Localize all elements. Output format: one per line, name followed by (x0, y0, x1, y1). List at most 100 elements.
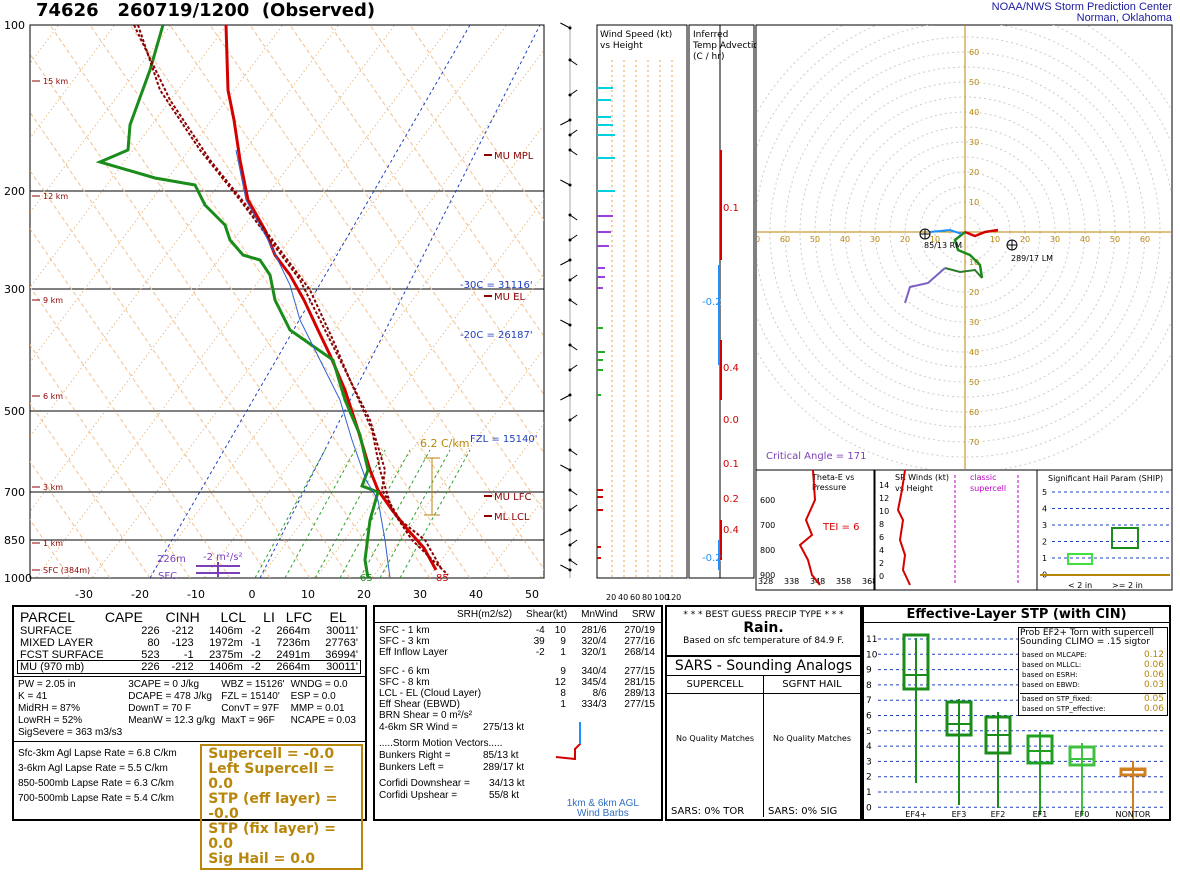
stp-cat-label: EF3 (952, 810, 967, 819)
hodo-ring-label: 30 (870, 235, 880, 244)
parcel-cell: MIXED LAYER (20, 637, 94, 649)
wind-barb-dot (568, 26, 572, 30)
kinematics-cell: 334/3 (581, 699, 607, 710)
misc-value: MMP = 0.01 (290, 703, 345, 714)
parcel-header: PARCEL CAPE CINH LCL LI LFC EL (18, 609, 358, 625)
wind-barb-dot (568, 133, 572, 137)
misc-value: FZL = 15140' (221, 691, 280, 702)
parcel-cell: 1972m (209, 637, 243, 649)
temp-tick-label: 20 (357, 588, 371, 600)
brn-shear: BRN Shear = 0 m²/s² (379, 710, 473, 721)
wind-barb (560, 319, 571, 326)
hodo-ring-label: 70 (969, 438, 979, 447)
misc-col-2: 3CAPE = 0 J/kg DCAPE = 478 J/kg DownT = 70… (128, 679, 215, 739)
dry-adiabat (49, 25, 431, 578)
kinematics-cell: 8/6 (592, 688, 607, 699)
precip-title: * * * BEST GUESS PRECIP TYPE * * * (683, 610, 844, 620)
parcel-row[interactable]: MU (970 mb) 226 -212 1406m -2 2664m 30011' (17, 660, 361, 674)
pressure-label: 300 (4, 283, 25, 296)
wind-barb-dot (568, 118, 572, 122)
temp-tick-label: -20 (131, 588, 149, 600)
sr46-value: 275/13 kt (483, 722, 525, 733)
stp-prob-rows-2: based on STP_fixed: 0.05 based on STP_effe… (1020, 693, 1166, 714)
hodo-ring-label: 60 (1140, 235, 1150, 244)
page-title: 74626 260719/1200 (Observed) (36, 0, 375, 21)
theta-e-trace (798, 469, 821, 586)
stp-prob-value: 0.06 (1143, 660, 1164, 670)
wind-barb-dot (568, 448, 572, 452)
kin-h-srh: SRH(m2/s2) (457, 609, 513, 620)
temp-tick-label: 0 (249, 588, 256, 600)
mixing-ratio-line (254, 449, 326, 578)
stp-y-label: 0 (866, 803, 872, 813)
wind-barb (560, 394, 571, 401)
misc-value: ConvT = 97F (221, 703, 280, 714)
parcel-cell: SURFACE (20, 625, 72, 637)
eff-srh-label: -2 m²/s² (203, 552, 243, 563)
tadv-value: 0.0 (723, 415, 739, 426)
kin-h-mnwind: MnWind (581, 609, 618, 620)
parcel-cell: -2 (251, 661, 261, 673)
storm-motion-title: .....Storm Motion Vectors..... (379, 738, 503, 749)
composite-index: Left Supercell = 0.0 (208, 761, 335, 792)
stp-y-label: 10 (866, 650, 878, 660)
wind-barb-dot (568, 148, 572, 152)
kinematics-cell: 9 (560, 666, 566, 677)
stp-box (1068, 745, 1096, 767)
stp-prob-value: 0.12 (1143, 650, 1164, 660)
sr-winds-plot: 14 12 10 8 6 4 2 0 (879, 469, 1019, 586)
ws-tick-label: 120 (666, 593, 681, 600)
parcel-row[interactable]: MIXED LAYER 80 -123 1972m -1 7236m 27763' (18, 637, 360, 649)
org-line-1: NOAA/NWS Storm Prediction Center (991, 1, 1172, 13)
wind-speed-bars (597, 87, 615, 559)
temp-adv-title3: (C / hr) (693, 52, 724, 62)
station-id: 74626 (36, 0, 99, 21)
sars-col-hail: SGFNT HAIL (764, 676, 860, 694)
tadv-value: 0.4 (723, 363, 739, 374)
hodo-ring-label: 40 (1080, 235, 1090, 244)
isotherm (30, 25, 284, 363)
wind-barbs (560, 22, 578, 578)
ship-frame (1036, 469, 1173, 591)
sars-tor: SARS: 0% TOR (671, 806, 745, 817)
org-credit: NOAA/NWS Storm Prediction Center Norman,… (992, 2, 1172, 24)
wetbulb-trace (235, 149, 391, 578)
isotherm (30, 25, 396, 513)
wind-barb-dot (568, 58, 572, 62)
stp-y-label: 1 (866, 788, 872, 798)
temp-tick-label: 50 (525, 588, 539, 600)
isotherm (30, 25, 172, 214)
stp-panel: Effective-Layer STP (with CIN) 11 10 9 8 7 6 5… (862, 605, 1171, 823)
theta-pres-label: 700 (760, 521, 775, 530)
wind-barb-dot (568, 93, 572, 97)
stp-y-label: 2 (866, 773, 872, 783)
parcel-row[interactable]: SURFACE 226 -212 1406m -2 2664m 30011' (18, 625, 360, 637)
parcel-trace-2 (133, 25, 449, 576)
composite-index: Supercell = -0.0 (208, 746, 335, 762)
hodo-ring-label: 50 (1110, 235, 1120, 244)
mu-mpl-label: MU MPL (494, 151, 534, 162)
srw-height-label: 0 (879, 572, 884, 581)
hodograph-panel: 10 10 10 10 20 20 20 20 30 30 30 30 40 40 40 40 50 50 50 50… (755, 24, 1173, 471)
parcel-cell: 2491m (276, 649, 310, 661)
wind-speed-title: Wind Speed (kt) (600, 30, 672, 40)
hodo-ring-label: 30 (969, 138, 979, 147)
dry-adiabat (209, 25, 544, 512)
kinematics-cell: 289/13 (624, 688, 655, 699)
skewt-diagram: 100 200 300 500 700 850 1000 -30 -20 -10 0 10 20 30 40… (4, 19, 545, 600)
kinematics-row: SFC - 1 km -4 10 281/6 270/19 (377, 625, 657, 636)
parcel-cell: 2375m (209, 649, 243, 661)
col-li: LI (263, 609, 275, 625)
kinematics-cell: 320/1 (581, 647, 607, 658)
hodo-ring-label: 40 (840, 235, 850, 244)
theta-title: Theta-E vs (811, 473, 854, 482)
sars-panel: SARS - Sounding Analogs SUPERCELL No Qua… (665, 655, 862, 821)
hodo-ring-label: 40 (969, 348, 979, 357)
stp-cat-label: NONTOR (1115, 810, 1150, 819)
ship-y-label: 2 (1042, 538, 1047, 547)
tadv-bar (718, 265, 720, 365)
parcel-row[interactable]: FCST SURFACE 523 -1 2375m -2 2491m 36994' (18, 649, 360, 661)
parcel-cell: -123 (171, 637, 194, 649)
temp-tick-label: -30 (75, 588, 93, 600)
